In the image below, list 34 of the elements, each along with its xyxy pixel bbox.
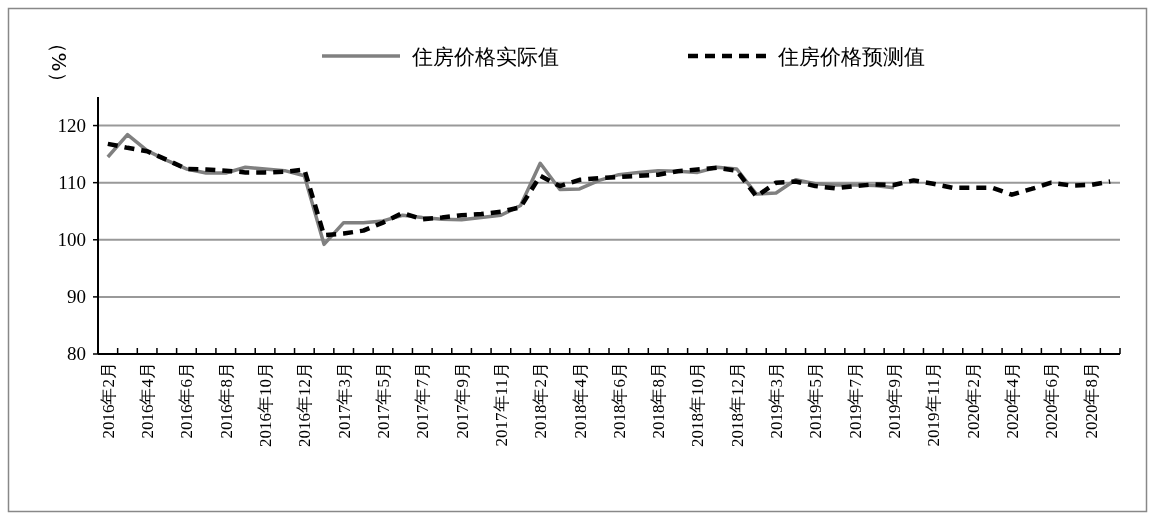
x-tick-label: 2020年4月 — [1002, 362, 1022, 439]
y-tick-label: 110 — [58, 171, 86, 193]
y-tick-label: 100 — [57, 228, 86, 250]
x-tick-label: 2018年8月 — [649, 362, 669, 439]
legend-label: 住房价格实际值 — [411, 45, 559, 69]
x-tick-label: 2018年4月 — [570, 362, 590, 439]
x-tick-label: 2019年11月 — [924, 362, 944, 447]
x-tick-label: 2019年5月 — [806, 362, 826, 439]
x-tick-label: 2016年12月 — [295, 362, 315, 447]
x-tick-label: 2017年7月 — [413, 362, 433, 439]
y-tick-label: 80 — [67, 343, 86, 364]
x-tick-label: 2020年2月 — [963, 362, 983, 439]
x-tick-label: 2016年8月 — [216, 362, 236, 439]
y-axis-title: （%） — [47, 32, 71, 92]
x-tick-label: 2017年11月 — [491, 362, 511, 447]
x-tick-label: 2018年6月 — [609, 362, 629, 439]
x-tick-label: 2020年6月 — [1042, 362, 1062, 439]
legend-label: 住房价格预测值 — [777, 45, 925, 69]
y-tick-label: 120 — [57, 114, 86, 136]
x-tick-label: 2017年3月 — [334, 362, 354, 439]
x-tick-label: 2016年6月 — [177, 362, 197, 439]
x-tick-label: 2020年8月 — [1081, 362, 1101, 439]
x-tick-label: 2018年12月 — [727, 362, 747, 447]
y-tick-label: 90 — [67, 285, 86, 307]
x-tick-label: 2019年9月 — [884, 362, 904, 439]
x-tick-label: 2018年10月 — [688, 362, 708, 447]
x-tick-label: 2019年3月 — [767, 362, 787, 439]
x-tick-label: 2018年2月 — [531, 362, 551, 439]
x-tick-label: 2016年2月 — [98, 362, 118, 439]
x-tick-label: 2016年10月 — [256, 362, 276, 447]
x-tick-label: 2017年5月 — [373, 362, 393, 439]
x-tick-label: 2017年9月 — [452, 362, 472, 439]
x-tick-label: 2019年7月 — [845, 362, 865, 439]
x-tick-label: 2016年4月 — [138, 362, 158, 439]
